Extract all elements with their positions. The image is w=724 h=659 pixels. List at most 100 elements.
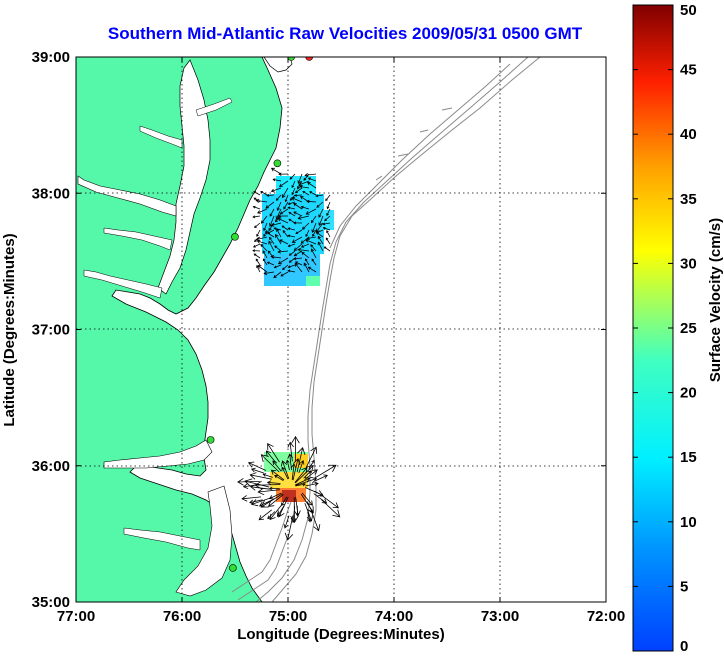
velocity-vector-head xyxy=(309,509,314,514)
velocity-vector-head xyxy=(291,185,295,189)
velocity-vector xyxy=(282,460,290,480)
station-marker xyxy=(229,564,237,572)
velocity-vector-head xyxy=(262,258,266,262)
velocity-vector xyxy=(294,263,303,273)
x-tick-label: 76:00 xyxy=(163,608,201,625)
velocity-vector xyxy=(321,499,340,518)
velocity-vector xyxy=(315,474,328,482)
velocity-vector-head xyxy=(315,228,320,233)
velocity-vector xyxy=(295,465,314,484)
velocity-vector xyxy=(277,201,282,211)
velocity-vector xyxy=(295,483,306,487)
velocity-vector xyxy=(273,179,282,182)
chesapeake-bay xyxy=(157,59,211,295)
velocity-vector-head xyxy=(260,454,269,463)
bathymetry-contours xyxy=(231,57,541,602)
velocity-vector xyxy=(294,243,303,251)
velocity-vector-head xyxy=(291,435,300,444)
velocity-vector-head xyxy=(252,205,256,209)
velocity-vector-head xyxy=(291,192,295,196)
velocity-vector xyxy=(257,240,268,245)
velocity-vector-head xyxy=(293,247,298,251)
velocity-vector xyxy=(301,243,310,248)
velocity-vector-head xyxy=(306,515,313,522)
velocity-vector xyxy=(296,447,304,473)
velocity-vector-head xyxy=(270,223,275,227)
velocity-vector xyxy=(289,250,296,256)
velocity-vector xyxy=(306,447,317,468)
velocity-vector xyxy=(282,264,289,270)
velocity-vector xyxy=(256,229,261,237)
velocity-vector xyxy=(300,186,310,189)
velocity-vector-head xyxy=(307,181,311,186)
velocity-vector xyxy=(323,227,331,231)
velocity-vector-head xyxy=(311,459,315,464)
velocity-vector xyxy=(295,187,303,194)
velocity-vector-head xyxy=(253,191,256,194)
velocity-vector-head xyxy=(288,253,292,256)
velocity-vector-head xyxy=(262,250,266,254)
velocity-vector xyxy=(274,475,284,481)
velocity-vector-head xyxy=(256,234,259,237)
velocity-vector xyxy=(306,208,317,215)
colorbar-tick-label: 15 xyxy=(680,449,697,466)
velocity-vector xyxy=(284,515,290,529)
velocity-vector xyxy=(291,197,303,203)
velocity-vector xyxy=(260,244,268,252)
velocity-vector-head xyxy=(283,524,289,529)
velocity-vector xyxy=(278,250,289,253)
velocity-vector-head xyxy=(289,198,293,201)
velocity-vector-head xyxy=(254,225,257,229)
potomac-river xyxy=(77,175,177,217)
velocity-vector-head xyxy=(258,501,265,507)
velocity-vector-head xyxy=(293,253,298,257)
velocity-vector xyxy=(269,237,275,245)
map-title: Southern Mid-Atlantic Raw Velocities 200… xyxy=(108,24,583,43)
velocity-vector-head xyxy=(280,460,288,467)
velocity-vector xyxy=(291,180,296,188)
velocity-vector-head xyxy=(322,222,326,226)
velocity-vector xyxy=(267,511,276,519)
velocity-vector xyxy=(268,494,284,507)
velocity-vector xyxy=(288,227,296,231)
colorbar-label: Surface Velocity (cm/s) xyxy=(707,218,724,382)
velocity-vectors-south xyxy=(237,435,341,541)
x-axis-ticks: 77:00 76:00 75:00 74:00 73:00 72:00 xyxy=(57,57,625,625)
velocity-vector-head xyxy=(263,271,268,276)
velocity-vector xyxy=(280,271,289,277)
velocity-vector xyxy=(288,243,296,247)
velocity-vector xyxy=(324,246,331,252)
velocity-vector-head xyxy=(275,215,280,220)
velocity-vector xyxy=(263,222,268,231)
velocity-vector-head xyxy=(310,248,315,253)
velocity-vector xyxy=(312,229,317,237)
velocity-vector-head xyxy=(325,237,329,241)
velocity-vector-head xyxy=(310,446,318,454)
velocity-vector xyxy=(307,182,317,189)
velocity-vector xyxy=(276,208,282,220)
velocity-vector xyxy=(268,222,275,231)
velocity-vector-head xyxy=(266,480,272,486)
velocity-vector xyxy=(294,467,308,483)
velocity-vector-head xyxy=(268,240,272,245)
velocity-vector xyxy=(263,229,268,237)
velocity-vector xyxy=(305,258,310,266)
velocity-vector xyxy=(317,236,324,245)
velocity-vector xyxy=(278,257,289,265)
velocity-vector-head xyxy=(247,461,255,468)
velocity-vector xyxy=(256,200,268,203)
colorbar-tick-label: 50 xyxy=(680,2,697,19)
velocity-vector xyxy=(295,229,303,234)
velocity-vector-head xyxy=(241,495,248,502)
velocity-vector xyxy=(266,194,275,197)
velocity-vector xyxy=(279,239,289,245)
velocity-vector-head xyxy=(258,515,265,521)
station-marker xyxy=(231,233,239,241)
velocity-vector-head xyxy=(267,515,271,520)
velocity-vector xyxy=(253,243,261,248)
velocity-vector xyxy=(301,492,313,506)
velocity-vector-head xyxy=(264,231,269,235)
velocity-vector xyxy=(326,201,331,209)
velocity-vector xyxy=(295,478,317,486)
velocity-vector xyxy=(297,173,303,184)
